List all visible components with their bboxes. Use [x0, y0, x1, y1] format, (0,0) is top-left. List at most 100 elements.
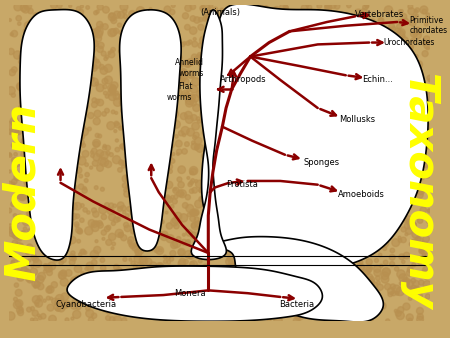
- Circle shape: [44, 111, 49, 116]
- Circle shape: [315, 194, 322, 201]
- Circle shape: [364, 133, 371, 140]
- Circle shape: [265, 177, 270, 183]
- Circle shape: [97, 99, 104, 106]
- Circle shape: [146, 233, 152, 239]
- Circle shape: [124, 110, 131, 116]
- Circle shape: [240, 269, 246, 274]
- Circle shape: [302, 206, 308, 212]
- Circle shape: [284, 255, 291, 262]
- Circle shape: [57, 29, 62, 34]
- Circle shape: [160, 317, 166, 323]
- Polygon shape: [120, 10, 181, 251]
- Circle shape: [175, 75, 182, 82]
- Circle shape: [214, 223, 220, 229]
- Circle shape: [337, 260, 341, 264]
- Circle shape: [371, 217, 378, 224]
- Circle shape: [164, 296, 168, 300]
- Circle shape: [390, 95, 393, 98]
- Circle shape: [7, 130, 12, 135]
- Circle shape: [97, 221, 102, 226]
- Circle shape: [24, 130, 27, 133]
- Text: Amoeboids: Amoeboids: [338, 190, 385, 198]
- Circle shape: [81, 249, 85, 254]
- Circle shape: [170, 9, 175, 15]
- Circle shape: [273, 29, 278, 34]
- Circle shape: [275, 210, 280, 215]
- Circle shape: [252, 315, 258, 321]
- Circle shape: [322, 159, 329, 165]
- Circle shape: [390, 284, 396, 289]
- Circle shape: [172, 63, 177, 68]
- Circle shape: [108, 304, 115, 310]
- Circle shape: [277, 202, 282, 207]
- Circle shape: [424, 23, 428, 26]
- Circle shape: [61, 11, 65, 15]
- Circle shape: [45, 241, 48, 244]
- Circle shape: [196, 90, 203, 97]
- Circle shape: [328, 71, 331, 75]
- Circle shape: [327, 219, 331, 223]
- Circle shape: [233, 315, 235, 318]
- Circle shape: [129, 105, 132, 108]
- Circle shape: [117, 202, 124, 209]
- Circle shape: [223, 47, 228, 53]
- Circle shape: [212, 272, 217, 276]
- Circle shape: [35, 217, 43, 225]
- Circle shape: [251, 192, 255, 196]
- Circle shape: [227, 198, 235, 207]
- Circle shape: [213, 47, 220, 54]
- Circle shape: [122, 299, 126, 304]
- Circle shape: [93, 139, 100, 147]
- Circle shape: [227, 218, 231, 222]
- Circle shape: [20, 231, 27, 238]
- Circle shape: [294, 292, 302, 300]
- Circle shape: [223, 236, 231, 243]
- Circle shape: [313, 230, 316, 233]
- Circle shape: [94, 110, 101, 117]
- Circle shape: [352, 141, 358, 146]
- Circle shape: [284, 280, 292, 288]
- Circle shape: [36, 76, 44, 83]
- Circle shape: [23, 190, 31, 197]
- Circle shape: [376, 119, 382, 125]
- Circle shape: [226, 285, 233, 293]
- Circle shape: [245, 193, 251, 198]
- Circle shape: [260, 165, 265, 170]
- Circle shape: [171, 110, 179, 118]
- Circle shape: [262, 172, 268, 177]
- Circle shape: [251, 254, 257, 261]
- Circle shape: [415, 174, 420, 178]
- Circle shape: [47, 270, 53, 275]
- Circle shape: [180, 71, 186, 76]
- Circle shape: [410, 89, 417, 97]
- Circle shape: [287, 179, 295, 187]
- Circle shape: [287, 111, 293, 117]
- Circle shape: [59, 260, 63, 265]
- Circle shape: [157, 125, 160, 128]
- Circle shape: [351, 264, 354, 267]
- Circle shape: [312, 15, 316, 19]
- Circle shape: [189, 261, 194, 266]
- Circle shape: [364, 208, 372, 215]
- Circle shape: [154, 10, 162, 18]
- Circle shape: [248, 42, 252, 45]
- Circle shape: [344, 23, 349, 28]
- Circle shape: [215, 114, 218, 117]
- Circle shape: [265, 124, 270, 129]
- Circle shape: [27, 126, 35, 134]
- Circle shape: [245, 62, 253, 70]
- Circle shape: [76, 6, 81, 11]
- Circle shape: [227, 264, 234, 271]
- Circle shape: [328, 176, 334, 183]
- Circle shape: [181, 305, 187, 311]
- Circle shape: [414, 27, 421, 34]
- Circle shape: [119, 233, 123, 237]
- Circle shape: [370, 282, 378, 289]
- Circle shape: [338, 34, 344, 41]
- Circle shape: [31, 318, 34, 321]
- Circle shape: [216, 309, 220, 313]
- Circle shape: [45, 18, 52, 24]
- Circle shape: [28, 210, 35, 217]
- Circle shape: [21, 267, 29, 275]
- Circle shape: [8, 153, 12, 158]
